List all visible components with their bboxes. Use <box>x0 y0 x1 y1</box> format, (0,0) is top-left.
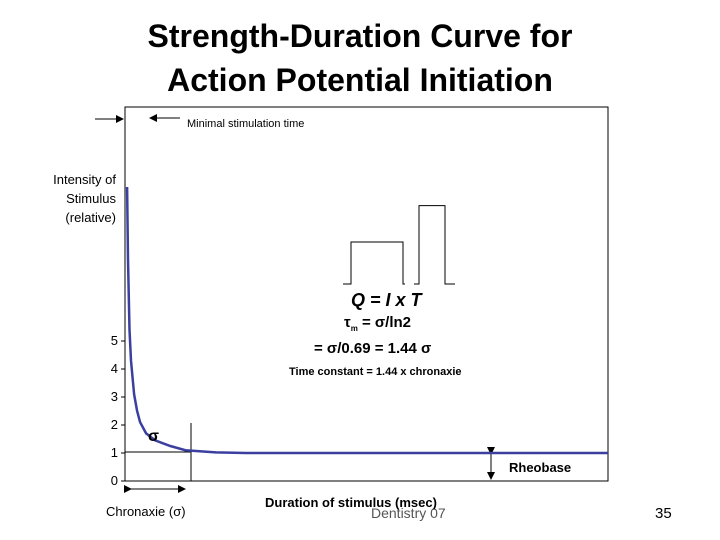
title-line-2: Action Potential Initiation <box>167 62 553 98</box>
charge-equation: Q = I x T <box>351 290 422 310</box>
y-axis-label: Intensity of Stimulus (relative) <box>20 170 116 227</box>
y-tick-label: 4 <box>110 361 118 376</box>
x-axis-label: Duration of stimulus (msec) <box>265 495 437 510</box>
y-tick-label: 5 <box>110 333 118 348</box>
time-constant-note: Time constant = 1.44 x chronaxie <box>289 366 462 378</box>
pulse-high-short <box>414 205 455 285</box>
y-axis-label-line-1: Intensity of <box>53 172 116 187</box>
y-tick-label: 0 <box>110 473 118 488</box>
tau-rest: = σ/ln2 <box>357 314 412 331</box>
y-tick-label: 3 <box>110 389 118 404</box>
rheobase-label: Rheobase <box>509 460 572 475</box>
sigma-label: σ <box>148 428 159 445</box>
footer-text: Dentistry 07 <box>371 505 446 521</box>
tau-symbol: τ <box>344 314 351 331</box>
chronaxie-label: Chronaxie (σ) <box>106 504 186 519</box>
title-line-1: Strength-Duration Curve for <box>147 18 573 54</box>
y-tick-label: 1 <box>110 445 118 460</box>
y-tick-label: 2 <box>110 417 118 432</box>
y-axis-label-line-2: Stimulus <box>66 191 116 206</box>
page-title: Strength-Duration Curve for Action Poten… <box>0 14 720 102</box>
pulse-low-long <box>343 241 405 285</box>
plot-frame <box>124 106 609 482</box>
tau-value-equation: = σ/0.69 = 1.44 σ <box>314 340 432 357</box>
y-axis-label-line-3: (relative) <box>65 210 116 225</box>
page-number: 35 <box>655 505 672 522</box>
minimal-time-label: Minimal stimulation time <box>187 118 305 130</box>
tau-equation: τm = σ/ln2 <box>344 314 411 333</box>
tau-subscript: m <box>350 324 358 333</box>
strength-duration-curve <box>125 186 608 455</box>
